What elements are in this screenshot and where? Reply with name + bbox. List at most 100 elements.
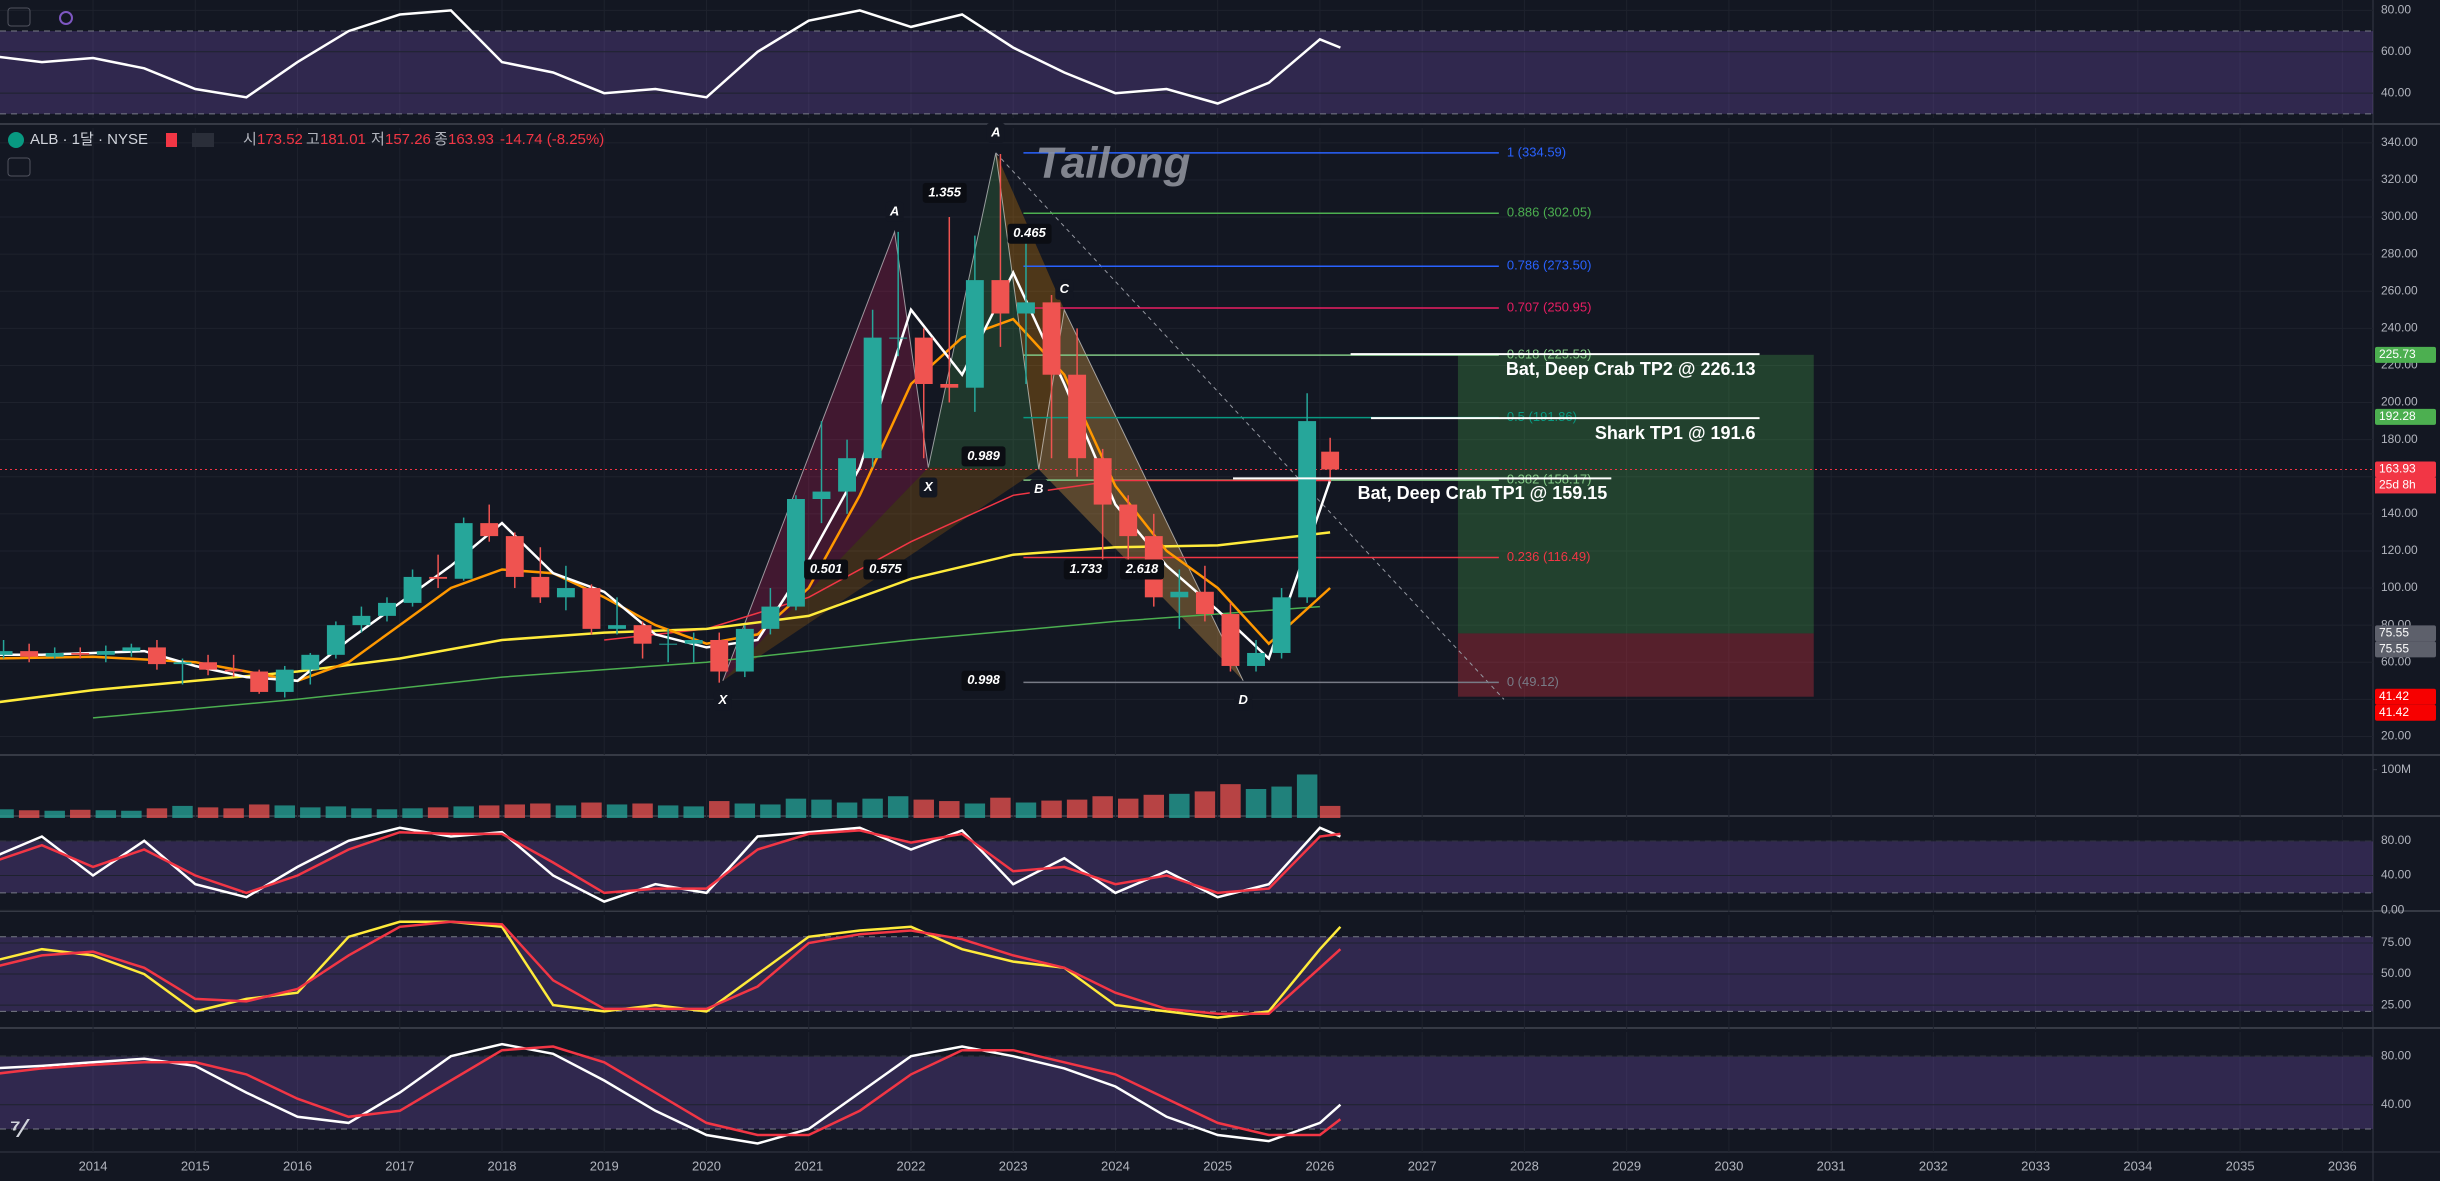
pane-collapse-button[interactable] [7, 7, 31, 27]
volume-bar [709, 801, 730, 818]
indicator-line [0, 317, 1331, 683]
collapse-button[interactable] [7, 157, 31, 177]
volume-bar [1245, 788, 1267, 818]
pattern-label: X [718, 692, 729, 707]
volume-bar [18, 810, 40, 818]
candle-body [786, 499, 805, 607]
volume-bar [913, 799, 934, 818]
pane-icon[interactable] [59, 11, 73, 25]
ratio-bg [1063, 559, 1108, 580]
volume-bar [734, 803, 756, 818]
candle-body [761, 606, 780, 629]
y-tick-label: 320.00 [2381, 172, 2418, 186]
y-tick-label: 75.00 [2381, 935, 2411, 949]
x-tick-label: 2024 [1101, 1158, 1130, 1173]
candle-body [122, 647, 141, 652]
y-tick-label: 340.00 [2381, 135, 2418, 149]
volume-bar [248, 804, 270, 818]
x-tick-label: 2027 [1408, 1158, 1437, 1173]
y-tick-label: 280.00 [2381, 246, 2418, 260]
candle-body [863, 337, 882, 459]
volume-bar [939, 801, 960, 818]
fib-label: 0.5 (191.86) [1507, 409, 1577, 424]
change: -14.74 (-8.25%) [500, 131, 604, 148]
position-target-zone [1457, 354, 1814, 634]
x-tick-label: 2033 [2021, 1158, 2050, 1173]
candle-body [173, 662, 192, 665]
volume-bar [0, 809, 14, 818]
candle-body [1017, 302, 1035, 314]
ratio-label: 0.575 [869, 561, 902, 576]
price-badge [2375, 625, 2436, 642]
volume-bar [1015, 802, 1037, 818]
x-tick-label: 2036 [2328, 1158, 2357, 1173]
y-tick-label: 50.00 [2381, 966, 2411, 980]
candle-body [326, 625, 345, 655]
price-badge [2375, 408, 2436, 425]
price-badge-label: 225.73 [2379, 347, 2416, 361]
candle-body [352, 615, 371, 626]
flag-icon[interactable] [166, 133, 177, 147]
candle-body [735, 628, 754, 672]
y-tick-label: 120.00 [2381, 543, 2418, 557]
volume-bar [427, 807, 449, 818]
x-tick-label: 2029 [1612, 1158, 1641, 1173]
candle-body [965, 280, 984, 388]
price-badge [2375, 461, 2436, 478]
y-tick-label: 180.00 [2381, 432, 2418, 446]
candle-body [991, 280, 1010, 314]
x-tick-label: 2034 [2123, 1158, 2152, 1173]
x-tick-label: 2025 [1203, 1158, 1232, 1173]
volume-bar [760, 804, 781, 818]
volume-bar [146, 808, 168, 818]
candle-body [454, 523, 473, 579]
candle-body [608, 625, 626, 629]
candle-body [812, 491, 831, 500]
candle-body [1195, 591, 1214, 615]
x-tick-label: 2026 [1305, 1158, 1334, 1173]
y-tick-label: 80.00 [2381, 833, 2411, 847]
candle-body [505, 536, 524, 577]
y-tick-label: 240.00 [2381, 321, 2418, 335]
volume-bar [1319, 805, 1341, 818]
indicator-icon[interactable] [192, 133, 214, 147]
ratio-bg [863, 559, 908, 580]
candle-body [224, 669, 243, 672]
y-tick-label: 20.00 [2381, 729, 2411, 743]
y-tick-label: 40.00 [2381, 868, 2411, 882]
price-badge-label: 41.42 [2379, 705, 2409, 719]
indicator-line [0, 920, 1342, 1016]
volume-bar [197, 807, 219, 818]
volume-bar [1296, 774, 1318, 818]
candle-body [684, 639, 703, 644]
candle-body [1221, 614, 1240, 666]
pattern-label: A [889, 203, 899, 218]
pattern-label: B [1034, 481, 1043, 496]
volume-bar [811, 799, 832, 818]
ratio-bg [961, 446, 1006, 467]
candle-body [710, 639, 729, 672]
x-tick-label: 2028 [1510, 1158, 1539, 1173]
candle-body [659, 643, 678, 645]
volume-bar [402, 808, 423, 818]
indicator-band [0, 1056, 2373, 1129]
y-tick-label: 60.00 [2381, 44, 2411, 58]
candle-body [1298, 421, 1317, 598]
candle-body [1042, 302, 1061, 375]
candle-body [45, 652, 64, 657]
pattern-label-bg [986, 122, 1005, 143]
ratio-bg [961, 670, 1006, 691]
ratio-label: 1.733 [1070, 561, 1103, 576]
close-value: 163.93 [448, 131, 494, 148]
price-badge [2375, 704, 2436, 721]
volume-bar [95, 810, 117, 818]
pattern-label: A [990, 124, 1000, 139]
candle-body [480, 523, 499, 537]
ratio-label: 0.998 [967, 672, 1000, 687]
low-value: 157.26 [385, 131, 431, 148]
indicator-line [0, 829, 1341, 895]
volume-bar [657, 805, 679, 818]
candle-body [1170, 591, 1189, 598]
